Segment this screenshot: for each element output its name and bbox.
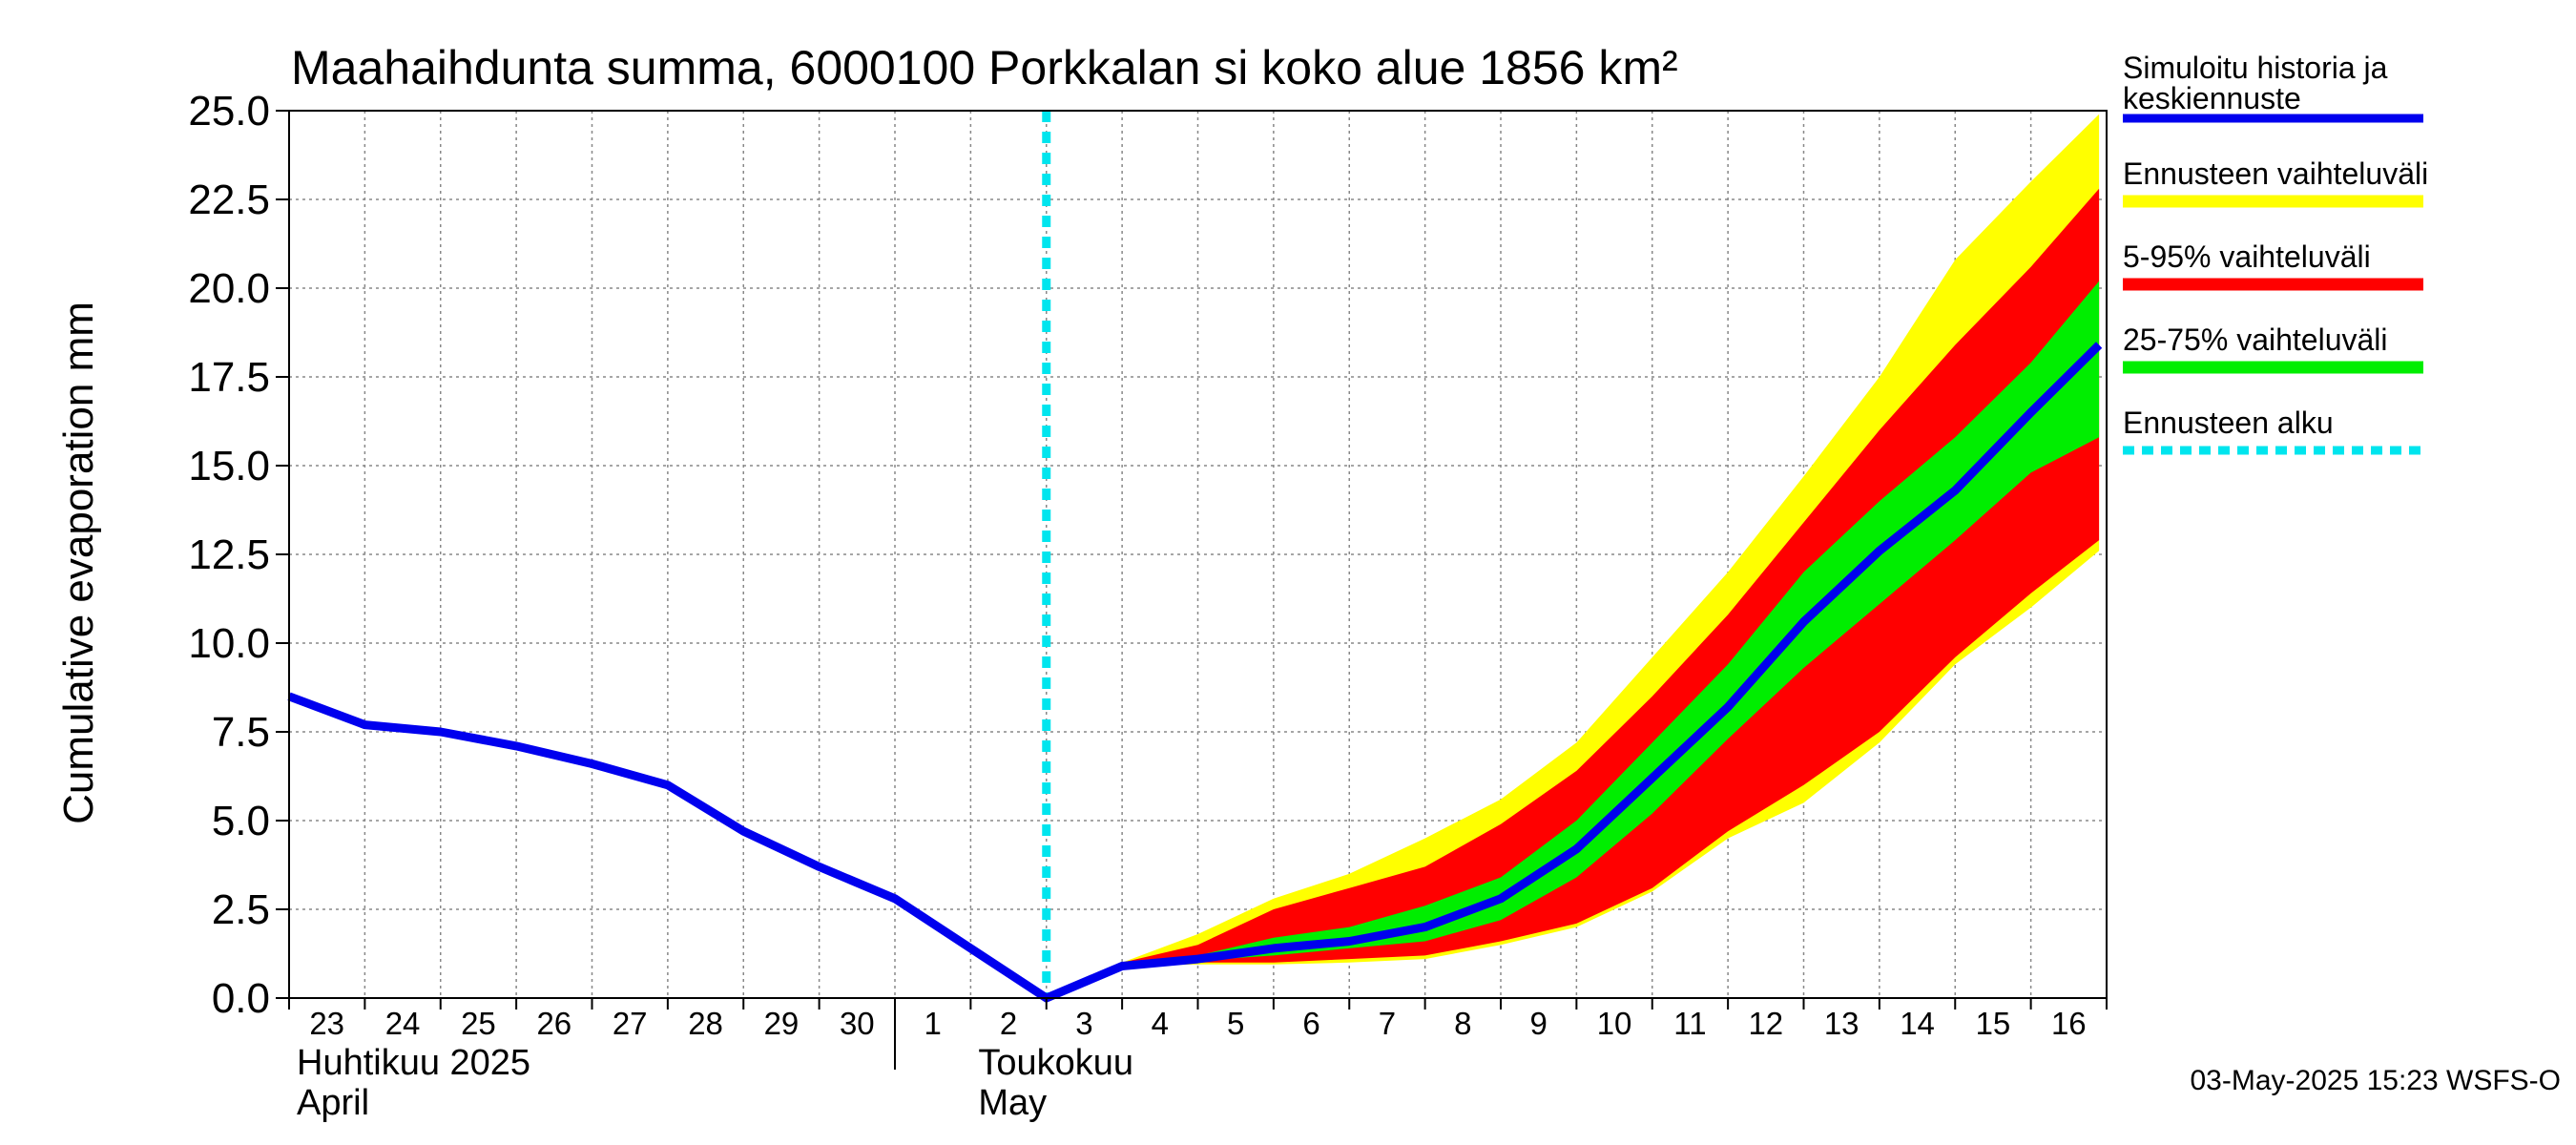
x-tick-label: 28 <box>688 1006 723 1041</box>
legend-label: 25-75% vaihteluväli <box>2123 323 2388 357</box>
band-full-range <box>1122 114 2100 967</box>
x-tick-label: 27 <box>613 1006 648 1041</box>
x-axis-ticks: 23 24 25 26 27 28 29 30 1 2 3 4 5 6 7 8 9 10 11 12 13 14 15 16 <box>288 998 2108 1041</box>
y-tick-label: 22.5 <box>188 177 270 223</box>
x-tick-label: 7 <box>1379 1006 1396 1041</box>
month-label-line2: April <box>297 1083 369 1123</box>
x-tick-label: 5 <box>1227 1006 1244 1041</box>
x-tick-label: 2 <box>1000 1006 1017 1041</box>
x-tick-label: 14 <box>1900 1006 1935 1041</box>
legend-label: Ennusteen alku <box>2123 406 2334 440</box>
month-label-line2: May <box>978 1083 1047 1123</box>
month-label-line1: Huhtikuu 2025 <box>297 1043 530 1083</box>
y-tick-label: 25.0 <box>188 88 270 135</box>
x-tick-label: 8 <box>1454 1006 1471 1041</box>
y-tick-label: 10.0 <box>188 620 270 667</box>
y-tick-label: 7.5 <box>212 709 270 756</box>
x-tick-label: 11 <box>1673 1006 1706 1041</box>
x-tick-label: 12 <box>1748 1006 1783 1041</box>
forecast-bands <box>1122 114 2100 967</box>
y-tick-label: 20.0 <box>188 265 270 312</box>
x-tick-label: 6 <box>1302 1006 1319 1041</box>
timestamp-label: 03-May-2025 15:23 WSFS-O <box>2191 1065 2562 1096</box>
chart-title: Maahaihdunta summa, 6000100 Porkkalan si… <box>291 41 1678 94</box>
legend-label: 5-95% vaihteluväli <box>2123 239 2371 274</box>
y-axis-label: Cumulative evaporation mm <box>55 302 102 824</box>
band-25-75 <box>1122 281 2100 967</box>
x-tick-label: 10 <box>1597 1006 1632 1041</box>
y-tick-label: 15.0 <box>188 443 270 489</box>
legend-label: Ennusteen vaihteluväli <box>2123 156 2428 191</box>
series-lines <box>287 111 2103 1003</box>
legend-label: Simuloitu historia ja <box>2123 51 2388 85</box>
x-tick-label: 30 <box>840 1006 875 1041</box>
legend-label: keskiennuste <box>2123 81 2301 115</box>
x-tick-label: 29 <box>764 1006 800 1041</box>
y-tick-label: 12.5 <box>188 531 270 578</box>
x-tick-label: 24 <box>385 1006 421 1041</box>
y-tick-label: 0.0 <box>212 975 270 1022</box>
y-tick-label: 2.5 <box>212 886 270 933</box>
y-tick-label: 17.5 <box>188 354 270 401</box>
x-tick-label: 25 <box>461 1006 496 1041</box>
x-tick-label: 4 <box>1152 1006 1169 1041</box>
y-axis-ticks: 0.0 2.5 5.0 7.5 10.0 12.5 15.0 17.5 20.0 22.5 25.0 <box>188 88 289 1022</box>
median-line <box>287 342 2103 1003</box>
x-tick-label: 13 <box>1824 1006 1859 1041</box>
x-tick-label: 16 <box>2051 1006 2087 1041</box>
x-tick-label: 15 <box>1976 1006 2011 1041</box>
y-tick-label: 5.0 <box>212 798 270 844</box>
x-tick-label: 9 <box>1530 1006 1548 1041</box>
x-tick-label: 26 <box>536 1006 571 1041</box>
month-label-line1: Toukokuu <box>978 1043 1133 1083</box>
x-tick-label: 3 <box>1075 1006 1092 1041</box>
x-tick-label: 1 <box>924 1006 942 1041</box>
x-tick-label: 23 <box>309 1006 344 1041</box>
